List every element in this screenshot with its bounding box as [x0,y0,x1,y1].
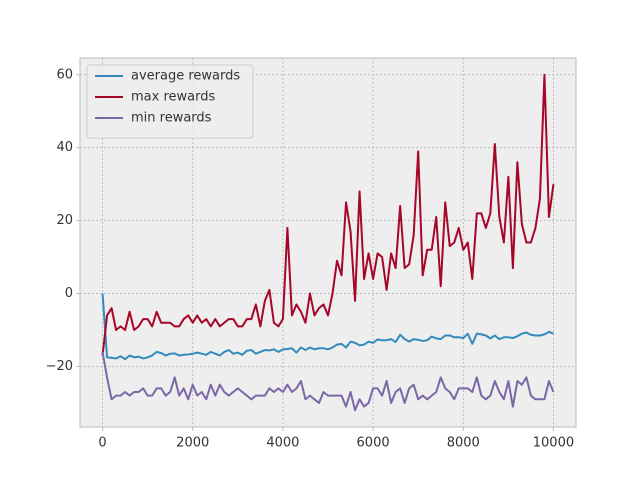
y-tick-label: 60 [56,67,73,82]
series-line [101,293,554,361]
lines [101,73,555,412]
x-tick-label: 2000 [176,436,209,451]
series-line [101,351,555,412]
y-tick-label: 20 [56,213,73,228]
x-tick-label: 10000 [533,436,574,451]
x-tick-label: 4000 [266,436,299,451]
legend-label: average rewards [131,69,240,84]
x-tick-label: 0 [98,436,106,451]
x-tick-label: 8000 [447,436,480,451]
y-tick-label: −20 [46,359,73,374]
legend-box [86,64,254,139]
x-tick-label: 6000 [357,436,390,451]
legend: average rewards max rewards min rewards [86,64,254,139]
legend-label: min rewards [131,111,212,126]
y-tick-label: 0 [65,286,73,301]
y-tick-label: 40 [56,140,73,155]
legend-label: max rewards [131,90,215,105]
series-line [101,73,555,356]
